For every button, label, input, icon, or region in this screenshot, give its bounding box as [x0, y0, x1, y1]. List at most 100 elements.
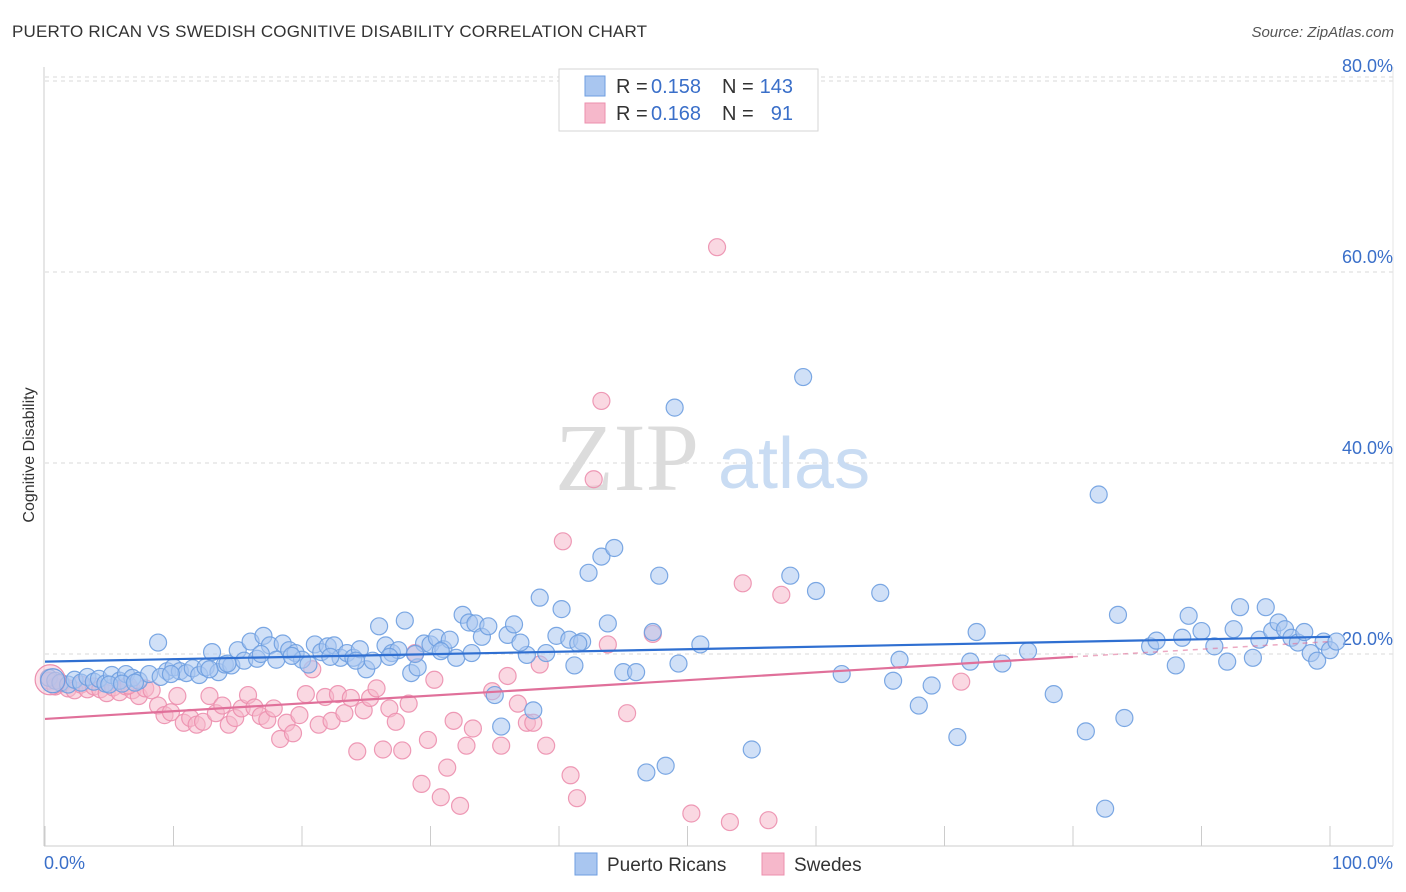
puerto-rican-trend-line	[44, 635, 1331, 663]
puerto-rican-point-98	[832, 664, 851, 684]
puerto-rican-point-112	[1096, 799, 1115, 818]
y-tick-label-60: 60.0%	[1342, 247, 1393, 267]
puerto-rican-point-67	[479, 617, 498, 636]
puerto-rican-point-87	[637, 763, 656, 782]
puerto-rican-point-81	[579, 563, 598, 582]
puerto-rican-point-88	[643, 622, 662, 642]
puerto-rican-point-69	[492, 717, 511, 736]
puerto-rican-point-144	[200, 660, 219, 679]
puerto-rican-point-113	[1108, 605, 1128, 624]
puerto-rican-point-84	[605, 538, 624, 558]
y-tick-label-80: 80.0%	[1342, 56, 1393, 76]
puerto-rican-point-123	[1224, 620, 1243, 639]
puerto-rican-point-155	[569, 634, 588, 653]
puerto-rican-point-73	[524, 701, 543, 720]
legend-r-label-1: R =	[616, 76, 648, 98]
swede-point-27	[213, 696, 232, 715]
legend-n-value-2: 91	[771, 103, 793, 125]
puerto-rican-point-108	[1018, 642, 1038, 661]
swede-trend-line	[44, 655, 1074, 721]
puerto-rican-point-92	[669, 654, 688, 673]
watermark: ZIP atlas	[555, 404, 870, 511]
swede-point-77	[567, 789, 587, 808]
puerto-rican-point-127	[1256, 598, 1275, 617]
swede-point-75	[553, 532, 572, 551]
y-axis-title: Cognitive Disability	[21, 387, 38, 522]
swede-point-51	[367, 679, 386, 698]
swede-point-58	[412, 774, 431, 793]
puerto-rican-cluster-point	[40, 668, 66, 694]
puerto-rican-point-118	[1173, 628, 1192, 647]
puerto-rican-point-89	[650, 566, 669, 585]
swede-point-87	[759, 811, 778, 830]
chart-source: Source: ZipAtlas.com	[1251, 24, 1394, 41]
bottom-legend-swatch-pink	[761, 852, 785, 876]
legend-n-label-2: N =	[722, 103, 754, 125]
puerto-rican-point-141	[125, 673, 145, 692]
puerto-rican-point-96	[794, 367, 813, 387]
legend-swatch-blue	[584, 75, 606, 97]
swede-point-59	[418, 730, 438, 750]
swede-point-46	[335, 704, 354, 723]
trend-lines	[44, 635, 1331, 721]
puerto-rican-point-104	[948, 727, 967, 747]
puerto-rican-point-117	[1166, 656, 1185, 675]
swede-point-55	[393, 741, 412, 760]
puerto-rican-point-110	[1076, 722, 1095, 741]
puerto-rican-point-79	[565, 656, 584, 675]
swede-point-20	[168, 686, 187, 706]
bottom-legend: Puerto Ricans Swedes	[574, 852, 862, 876]
swede-point-25	[200, 686, 219, 706]
puerto-rican-point-50	[370, 617, 389, 636]
grid-lines	[45, 76, 1393, 655]
x-tick-label-0: 0.0%	[44, 853, 85, 873]
swede-point-47	[341, 688, 360, 708]
puerto-rican-point-99	[871, 583, 890, 602]
puerto-rican-point-119	[1179, 606, 1198, 625]
swede-point-68	[492, 736, 511, 755]
swede-point-81	[618, 704, 637, 723]
x-tick-label-100: 100.0%	[1332, 853, 1393, 873]
swede-point-80	[598, 635, 617, 654]
swede-point-83	[682, 804, 701, 823]
swede-point-61	[431, 788, 450, 807]
bottom-legend-label-2: Swedes	[794, 855, 862, 876]
swede-point-85	[720, 812, 740, 832]
data-points	[34, 238, 1346, 832]
swede-point-79	[592, 391, 611, 411]
chart-title: PUERTO RICAN VS SWEDISH COGNITIVE DISABI…	[12, 22, 648, 41]
puerto-rican-point-77	[552, 600, 571, 619]
puerto-rican-point-86	[626, 663, 646, 682]
swede-point-35	[264, 699, 283, 718]
legend-n-value-1: 143	[760, 76, 793, 98]
puerto-rican-point-90	[656, 756, 675, 775]
puerto-rican-point-135	[1308, 651, 1327, 670]
puerto-rican-point-83	[598, 614, 617, 633]
puerto-rican-point-82	[592, 547, 611, 566]
puerto-rican-point-114	[1115, 708, 1134, 728]
puerto-rican-point-93	[691, 635, 710, 654]
puerto-rican-point-97	[806, 581, 826, 601]
swede-point-39	[290, 706, 309, 725]
puerto-rican-point-122	[1218, 652, 1237, 671]
puerto-rican-point-107	[993, 654, 1012, 673]
legend-r-value-2: 0.168	[651, 103, 701, 125]
puerto-rican-point-125	[1243, 648, 1263, 667]
watermark-atlas: atlas	[718, 424, 870, 504]
puerto-rican-point-101	[890, 650, 909, 669]
puerto-rican-point-39	[299, 655, 318, 674]
swede-point-52	[373, 740, 393, 759]
legend-r-label-2: R =	[616, 103, 648, 125]
swede-point-65	[457, 736, 476, 755]
legend-n-label-1: N =	[722, 76, 754, 98]
legend-r-value-1: 0.158	[651, 76, 701, 98]
y-tick-label-40: 40.0%	[1342, 438, 1393, 458]
swede-point-56	[399, 694, 418, 713]
puerto-rican-point-62	[447, 648, 466, 667]
swede-point-88	[772, 585, 791, 604]
swede-point-84	[707, 238, 727, 257]
puerto-rican-point-126	[1250, 630, 1269, 649]
legend-box: R = 0.158 N = 143 R = 0.168 N = 91	[558, 68, 819, 132]
puerto-rican-point-150	[380, 647, 399, 666]
